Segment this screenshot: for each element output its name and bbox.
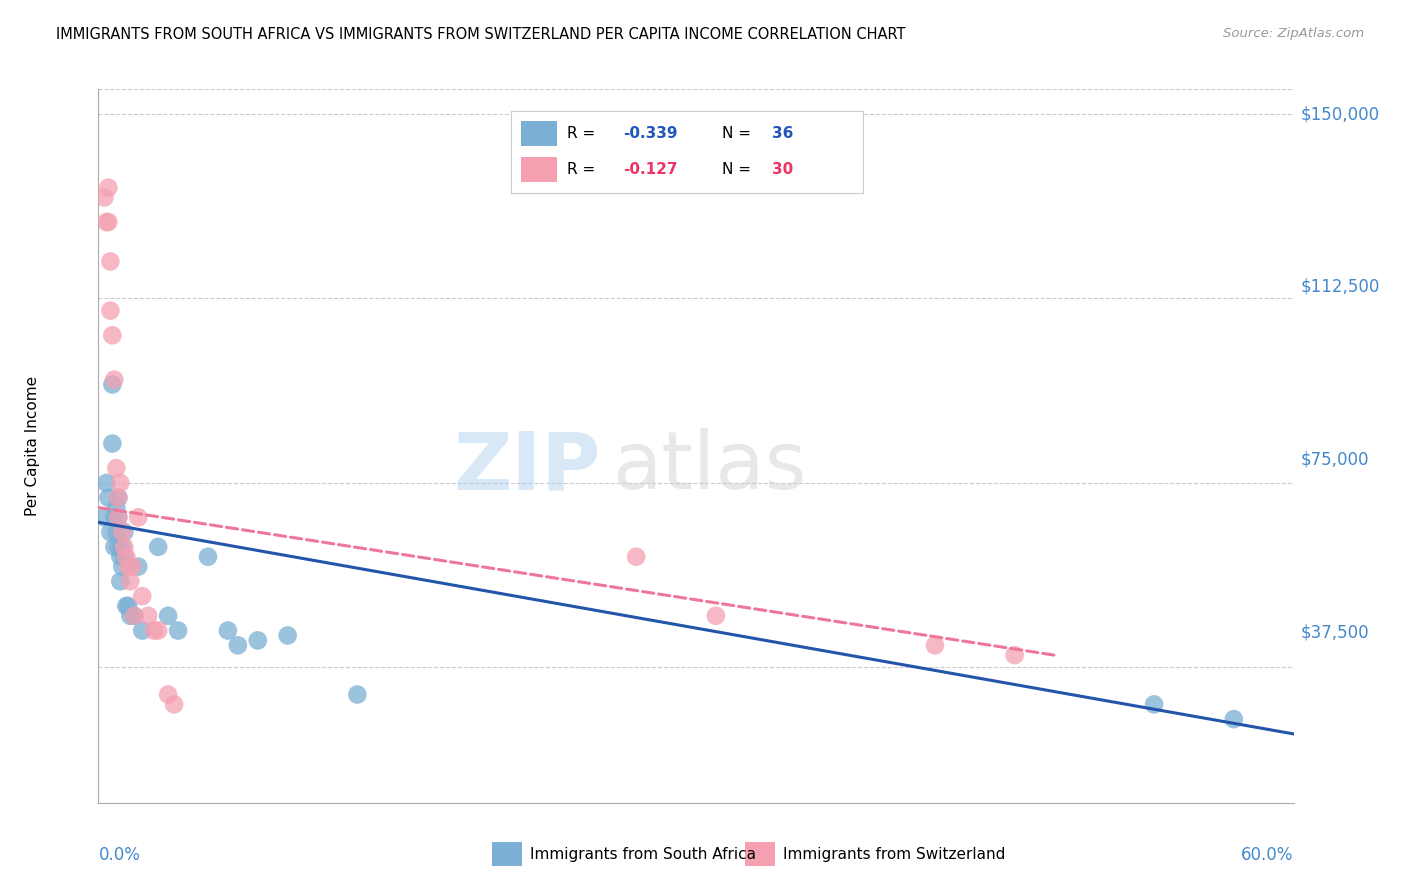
Point [101, 377, 124, 392]
Point [148, 624, 170, 638]
Point [100, 525, 122, 540]
Point [131, 624, 153, 638]
Point [111, 559, 134, 574]
Point [157, 608, 180, 623]
Text: Source: ZipAtlas.com: Source: ZipAtlas.com [1223, 27, 1364, 40]
Point [112, 549, 135, 564]
Text: Immigrants from South Africa: Immigrants from South Africa [530, 847, 756, 862]
Bar [745, 842, 775, 866]
Point [111, 525, 134, 540]
Point [103, 373, 125, 387]
Point [1222, 712, 1246, 726]
Point [110, 574, 132, 589]
Point [105, 461, 128, 475]
Point [120, 574, 142, 589]
Point [167, 624, 190, 638]
Text: atlas: atlas [613, 428, 807, 507]
Point [110, 549, 132, 564]
Point [101, 328, 124, 343]
Point [131, 589, 153, 603]
Point [107, 510, 129, 524]
Point [148, 540, 170, 554]
Point [107, 491, 129, 505]
Point [626, 549, 648, 564]
Text: Per Capita Income: Per Capita Income [25, 376, 41, 516]
Point [96, 215, 118, 229]
Point [163, 698, 186, 712]
Point [217, 624, 239, 638]
Point [1143, 698, 1166, 712]
Point [112, 540, 135, 554]
Point [121, 559, 143, 574]
Point [110, 475, 132, 490]
Point [127, 559, 149, 574]
Point [105, 525, 128, 540]
Point [924, 638, 946, 652]
Point [97, 215, 120, 229]
Point [107, 491, 129, 505]
Point [97, 491, 120, 505]
Point [93, 190, 115, 204]
Point [124, 608, 146, 623]
Point [107, 540, 129, 554]
Text: 60.0%: 60.0% [1241, 846, 1294, 863]
Point [115, 549, 138, 564]
Point [103, 540, 125, 554]
Text: IMMIGRANTS FROM SOUTH AFRICA VS IMMIGRANTS FROM SWITZERLAND PER CAPITA INCOME CO: IMMIGRANTS FROM SOUTH AFRICA VS IMMIGRAN… [56, 27, 905, 42]
Point [117, 559, 139, 574]
Point [107, 510, 129, 524]
Point [246, 633, 269, 648]
Point [100, 254, 122, 268]
Text: 0.0%: 0.0% [98, 846, 141, 863]
Point [97, 180, 120, 194]
Point [115, 599, 138, 613]
Text: ZIP: ZIP [453, 428, 600, 507]
Point [96, 475, 118, 490]
Point [105, 500, 128, 515]
Point [226, 638, 249, 652]
Point [103, 510, 125, 524]
Point [136, 608, 159, 623]
Bar [492, 842, 522, 866]
Point [1004, 648, 1026, 662]
Point [117, 599, 139, 613]
Point [143, 624, 166, 638]
Point [120, 608, 142, 623]
Point [124, 608, 146, 623]
Point [112, 525, 135, 540]
Text: Immigrants from Switzerland: Immigrants from Switzerland [783, 847, 1005, 862]
Point [111, 540, 134, 554]
Point [100, 303, 122, 318]
Point [101, 436, 124, 450]
Point [93, 510, 115, 524]
Point [127, 510, 149, 524]
Point [157, 688, 180, 702]
Point [346, 688, 368, 702]
Point [704, 608, 727, 623]
Point [277, 628, 299, 642]
Point [197, 549, 219, 564]
